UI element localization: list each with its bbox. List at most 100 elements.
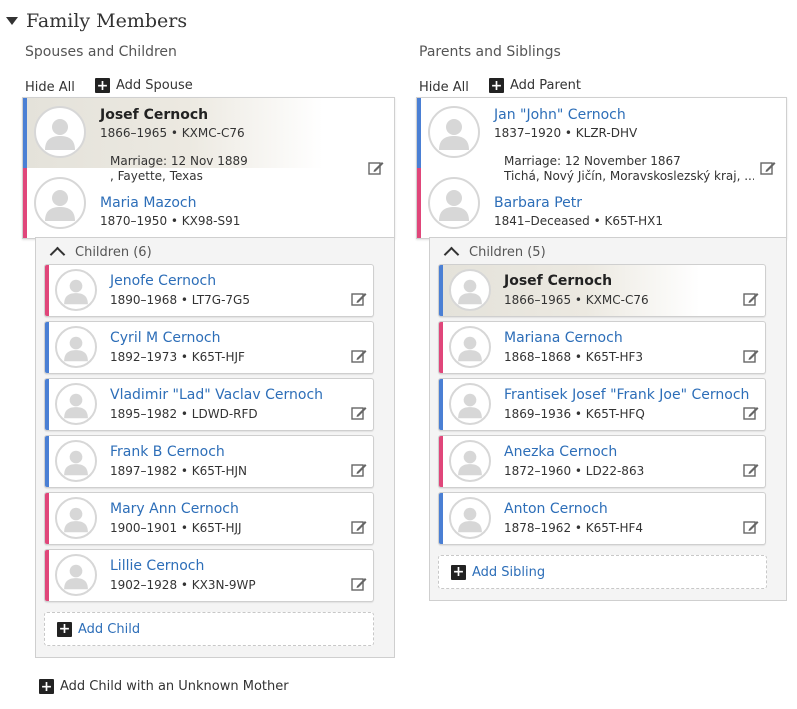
person-silhouette-icon[interactable] <box>55 497 97 539</box>
child-card[interactable]: Josef Cernoch 1866–1965 • KXMC-C76 <box>438 264 766 317</box>
edit-pencil-icon[interactable] <box>743 348 759 364</box>
father-info: 1837–1920 • KLZR-DHV <box>494 126 638 140</box>
child-card[interactable]: Anton Cernoch 1878–1962 • K65T-HF4 <box>438 492 766 545</box>
child-card[interactable]: Mary Ann Cernoch 1900–1901 • K65T-HJJ <box>44 492 374 545</box>
children-toggle[interactable]: Children (6) <box>49 244 152 263</box>
hide-all-parents-button[interactable]: Hide All <box>419 80 469 95</box>
parents-marriage-date: Marriage: 12 November 1867 <box>504 154 681 168</box>
child-info: 1895–1982 • LDWD-RFD <box>110 407 258 421</box>
gender-bar-female <box>45 550 49 601</box>
hide-all-spouses-button[interactable]: Hide All <box>25 80 75 95</box>
child-card[interactable]: Mariana Cernoch 1868–1868 • K65T-HF3 <box>438 321 766 374</box>
child-card[interactable]: Vladimir "Lad" Vaclav Cernoch 1895–1982 •… <box>44 378 374 431</box>
gender-bar-male <box>45 379 49 430</box>
parents-column-title: Parents and Siblings <box>419 44 561 60</box>
marriage-place: , Fayette, Texas <box>110 169 203 183</box>
child-card[interactable]: Frantisek Josef "Frank Joe" Cernoch 1869–… <box>438 378 766 431</box>
child-info: 1900–1901 • K65T-HJJ <box>110 521 242 535</box>
add-sibling-label: Add Sibling <box>472 564 546 580</box>
edit-pencil-icon[interactable] <box>760 160 776 176</box>
gender-bar-male <box>439 493 443 544</box>
edit-pencil-icon[interactable] <box>351 462 367 478</box>
gender-bar-male <box>45 436 49 487</box>
child-card[interactable]: Frank B Cernoch 1897–1982 • K65T-HJN <box>44 435 374 488</box>
child-card[interactable]: Cyril M Cernoch 1892–1973 • K65T-HJF <box>44 321 374 374</box>
child-info: 1890–1968 • LT7G-7G5 <box>110 293 250 307</box>
plus-square-icon: + <box>451 564 466 580</box>
child-card[interactable]: Jenofe Cernoch 1890–1968 • LT7G-7G5 <box>44 264 374 317</box>
section-title: Family Members <box>26 10 188 32</box>
add-child-label: Add Child <box>78 621 141 637</box>
gender-bar-male <box>439 265 443 316</box>
edit-pencil-icon[interactable] <box>351 576 367 592</box>
wife-name[interactable]: Maria Mazoch <box>100 195 197 211</box>
child-name[interactable]: Anton Cernoch <box>504 501 608 517</box>
edit-pencil-icon[interactable] <box>743 519 759 535</box>
person-silhouette-icon[interactable] <box>34 106 86 158</box>
child-info: 1868–1868 • K65T-HF3 <box>504 350 644 364</box>
edit-pencil-icon[interactable] <box>743 405 759 421</box>
edit-pencil-icon[interactable] <box>368 160 384 176</box>
edit-pencil-icon[interactable] <box>351 405 367 421</box>
person-silhouette-icon[interactable] <box>55 269 97 311</box>
person-silhouette-icon[interactable] <box>428 106 480 158</box>
child-name[interactable]: Frank B Cernoch <box>110 444 225 460</box>
spouse-couple-card: Josef Cernoch 1866–1965 • KXMC-C76 Marri… <box>22 97 395 239</box>
collapse-caret-icon[interactable] <box>6 17 18 25</box>
child-name[interactable]: Josef Cernoch <box>504 273 613 289</box>
plus-square-icon: + <box>57 621 72 637</box>
child-card[interactable]: Anezka Cernoch 1872–1960 • LD22-863 <box>438 435 766 488</box>
edit-pencil-icon[interactable] <box>351 348 367 364</box>
add-parent-button[interactable]: + Add Parent <box>489 78 581 93</box>
person-silhouette-icon[interactable] <box>55 326 97 368</box>
spouses-column-title: Spouses and Children <box>25 44 177 60</box>
family-members-header[interactable]: Family Members <box>6 10 187 32</box>
wife-info: 1870–1950 • KX98-S91 <box>100 214 241 228</box>
edit-pencil-icon[interactable] <box>351 519 367 535</box>
child-name[interactable]: Mary Ann Cernoch <box>110 501 239 517</box>
add-spouse-button[interactable]: + Add Spouse <box>95 78 193 93</box>
child-name[interactable]: Anezka Cernoch <box>504 444 618 460</box>
add-child-button[interactable]: + Add Child <box>44 612 374 646</box>
person-silhouette-icon[interactable] <box>428 177 480 229</box>
child-name[interactable]: Jenofe Cernoch <box>110 273 217 289</box>
person-silhouette-icon[interactable] <box>449 440 491 482</box>
child-name[interactable]: Frantisek Josef "Frank Joe" Cernoch <box>504 387 750 403</box>
plus-square-icon: + <box>95 77 110 94</box>
child-card[interactable]: Lillie Cernoch 1902–1928 • KX3N-9WP <box>44 549 374 602</box>
add-spouse-label: Add Spouse <box>116 78 193 93</box>
edit-pencil-icon[interactable] <box>351 291 367 307</box>
person-silhouette-icon[interactable] <box>34 177 86 229</box>
mother-name[interactable]: Barbara Petr <box>494 195 582 211</box>
person-silhouette-icon[interactable] <box>55 440 97 482</box>
child-name[interactable]: Mariana Cernoch <box>504 330 623 346</box>
edit-pencil-icon[interactable] <box>743 462 759 478</box>
child-name[interactable]: Cyril M Cernoch <box>110 330 221 346</box>
children-panel-spouses: Children (6) Jenofe Cernoch 1890–1968 • L… <box>35 237 395 658</box>
parents-couple-card: Jan "John" Cernoch 1837–1920 • KLZR-DHV … <box>416 97 787 239</box>
person-silhouette-icon[interactable] <box>449 269 491 311</box>
add-parent-label: Add Parent <box>510 78 581 93</box>
gender-bar-female <box>45 265 49 316</box>
person-silhouette-icon[interactable] <box>55 554 97 596</box>
siblings-count-label: Children (5) <box>469 244 546 260</box>
husband-name[interactable]: Josef Cernoch <box>100 107 209 123</box>
add-sibling-button[interactable]: + Add Sibling <box>438 555 767 589</box>
child-info: 1878–1962 • K65T-HF4 <box>504 521 644 535</box>
person-silhouette-icon[interactable] <box>449 497 491 539</box>
siblings-toggle[interactable]: Children (5) <box>443 244 546 263</box>
child-info: 1902–1928 • KX3N-9WP <box>110 578 256 592</box>
edit-pencil-icon[interactable] <box>743 291 759 307</box>
gender-bar-female <box>417 168 421 238</box>
person-silhouette-icon[interactable] <box>449 326 491 368</box>
add-child-unknown-mother-label: Add Child with an Unknown Mother <box>60 679 289 694</box>
person-silhouette-icon[interactable] <box>55 383 97 425</box>
parents-marriage-place: Tichá, Nový Jičín, Moravskoslezský kraj,… <box>504 169 754 183</box>
chevron-up-icon <box>443 246 460 263</box>
child-name[interactable]: Vladimir "Lad" Vaclav Cernoch <box>110 387 324 403</box>
child-name[interactable]: Lillie Cernoch <box>110 558 205 574</box>
add-child-unknown-mother-button[interactable]: + Add Child with an Unknown Mother <box>39 679 289 694</box>
person-silhouette-icon[interactable] <box>449 383 491 425</box>
plus-square-icon: + <box>489 77 504 94</box>
father-name[interactable]: Jan "John" Cernoch <box>494 107 626 123</box>
